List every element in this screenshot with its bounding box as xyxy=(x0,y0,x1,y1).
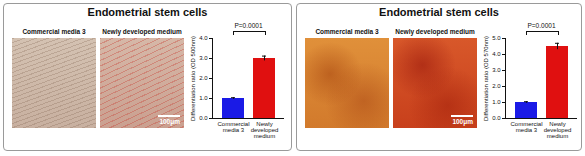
html-text:Commercial media 3: Commercial media 3 xyxy=(22,28,86,35)
html-text:Newly developed medium: Newly developed medium xyxy=(395,28,475,35)
html-text:P=0.0001: P=0.0001 xyxy=(234,22,263,29)
svg-text:Differentiation ratio (OD 500n: Differentiation ratio (OD 500nm) xyxy=(190,36,196,121)
svg-text:Differentiation ratio (OD 570n: Differentiation ratio (OD 570nm) xyxy=(483,36,489,121)
svg-text:1.0: 1.0 xyxy=(199,95,208,101)
svg-text:3.0: 3.0 xyxy=(199,55,208,61)
svg-text:Commercialmedia 3: Commercialmedia 3 xyxy=(510,121,542,133)
html-text:100μm: 100μm xyxy=(159,118,180,125)
svg-text:2.0: 2.0 xyxy=(199,75,208,81)
svg-text:0.0: 0.0 xyxy=(492,115,501,121)
svg-text:Newlydevelopedmedium: Newlydevelopedmedium xyxy=(544,121,572,139)
svg-text:Commercialmedia 3: Commercialmedia 3 xyxy=(217,121,249,133)
html-text:P=0.0001: P=0.0001 xyxy=(527,22,556,29)
html-text:Endometrial stem cells: Endometrial stem cells xyxy=(379,6,499,18)
svg-text:1.0: 1.0 xyxy=(492,99,501,105)
svg-text:5.0: 5.0 xyxy=(492,35,501,41)
svg-text:2.0: 2.0 xyxy=(492,83,501,89)
svg-text:0.0: 0.0 xyxy=(199,115,208,121)
html-text:Commercial media 3: Commercial media 3 xyxy=(315,28,379,35)
html-text:Endometrial stem cells: Endometrial stem cells xyxy=(87,6,208,18)
svg-text:3.0: 3.0 xyxy=(492,67,501,73)
svg-text:Newlydevelopedmedium: Newlydevelopedmedium xyxy=(251,121,279,139)
html-text:Newly developed medium: Newly developed medium xyxy=(102,28,182,35)
html-text:100μm: 100μm xyxy=(452,118,473,125)
svg-text:4.0: 4.0 xyxy=(199,35,208,41)
svg-text:4.0: 4.0 xyxy=(492,51,501,57)
